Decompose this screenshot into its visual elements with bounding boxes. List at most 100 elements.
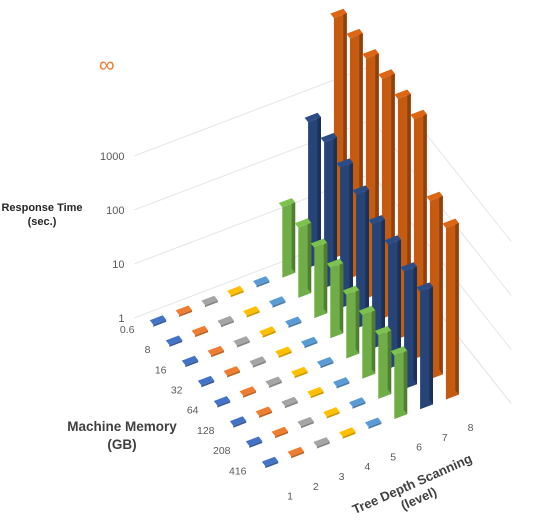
memory-tick-label: 32: [171, 384, 183, 396]
bar-top: [197, 375, 215, 386]
bar-level-5-mem-0.6: [253, 276, 270, 288]
bar-front: [185, 360, 199, 368]
bar-top: [384, 235, 401, 245]
bar-side: [455, 218, 459, 395]
bar-top: [416, 282, 433, 292]
bar-top: [358, 305, 376, 316]
bar-level-4-mem-64: [291, 366, 308, 379]
bar-front: [268, 381, 282, 388]
bar-level-4-mem-0.6: [227, 285, 244, 298]
bar-front: [336, 381, 350, 389]
bar-level-2-mem-8: [191, 325, 208, 338]
bar-top: [352, 185, 369, 195]
bar-level-6-mem-0.6: [278, 198, 296, 278]
bar-level-7-mem-64: [368, 215, 385, 349]
bar-level-6-mem-416: [390, 346, 408, 420]
z-axis-title-line1: Response Time: [1, 202, 82, 214]
bar-top: [271, 426, 288, 437]
bar-level-1-mem-128: [229, 416, 247, 428]
bar-level-2-mem-64: [239, 386, 256, 398]
bar-top: [362, 49, 379, 59]
bar-level-3-mem-16: [233, 336, 250, 348]
bar-side: [349, 158, 353, 304]
bar-level-1-mem-416: [261, 456, 279, 469]
bar-front: [265, 461, 279, 469]
bar-level-3-mem-32: [249, 356, 266, 368]
bar-side: [381, 215, 385, 344]
bar-side: [365, 185, 369, 324]
level-tick-label: 5: [390, 451, 396, 463]
bar-top: [326, 258, 344, 268]
level-tick-label: 1: [287, 491, 293, 503]
memory-tick-label: 0.6: [120, 324, 135, 336]
bar-top: [294, 218, 312, 228]
bar-level-2-mem-16: [207, 345, 224, 358]
bar-top: [442, 218, 459, 228]
bar-level-1-mem-32: [197, 375, 215, 388]
bar-level-3-mem-64: [265, 376, 282, 388]
bar-top: [175, 305, 192, 315]
bar-top: [426, 191, 443, 201]
bar-level-6-mem-16: [310, 238, 328, 319]
bar-top: [265, 376, 282, 386]
bar-side: [413, 262, 417, 385]
bar-level-5-mem-64: [317, 356, 334, 369]
bar-top: [346, 28, 363, 39]
bar-side: [429, 282, 433, 405]
bar-top: [336, 158, 353, 168]
bar-top: [245, 436, 263, 446]
gridline: [134, 65, 512, 242]
bar-level-2-mem-32: [223, 366, 240, 378]
bar-top: [374, 326, 392, 336]
bar-top: [233, 336, 250, 346]
bar-top: [207, 345, 224, 356]
bar-front: [284, 401, 298, 409]
bar-level-5-mem-16: [285, 316, 302, 328]
bar-top: [191, 325, 208, 336]
bar-level-1-mem-64: [213, 396, 231, 408]
bar-front: [272, 300, 286, 308]
bar-level-3-mem-8: [217, 315, 234, 328]
z-tick-label: 1: [118, 313, 124, 325]
bar-top: [304, 112, 321, 123]
bar-front: [326, 411, 340, 419]
bar-side: [439, 191, 443, 375]
bar-top: [394, 89, 411, 99]
bar-front: [256, 280, 270, 288]
bar-level-4-mem-8: [243, 306, 260, 318]
bar-side: [317, 112, 321, 263]
memory-tick-label: 208: [213, 445, 231, 457]
bar-level-3-mem-416: [313, 437, 330, 449]
bar-level-2-mem-208: [271, 426, 288, 439]
bar-top: [291, 366, 308, 377]
bar-top: [239, 386, 256, 396]
bar-front: [368, 422, 382, 429]
bar-level-6-mem-32: [326, 258, 344, 339]
bar-level-3-mem-208: [297, 416, 314, 429]
bar-front: [288, 321, 302, 328]
bar-front: [310, 391, 324, 399]
bar-side: [339, 258, 344, 334]
bar-top: [320, 133, 337, 143]
bar-top: [281, 396, 298, 407]
bar-side: [291, 198, 296, 273]
bar-top: [307, 386, 324, 397]
bar-top: [310, 238, 328, 248]
memory-tick-label: 16: [155, 364, 167, 376]
bar-front: [275, 431, 288, 439]
bar-top: [339, 427, 356, 437]
bar-top: [297, 416, 314, 427]
bar-level-4-mem-32: [275, 346, 292, 358]
bar-level-5-mem-8: [269, 296, 286, 308]
memory-tick-label: 8: [145, 344, 151, 356]
bar-level-7-mem-208: [400, 262, 417, 390]
bar-level-1-mem-8: [165, 335, 183, 347]
bar-top: [330, 8, 347, 19]
bar-top: [342, 285, 360, 295]
bar-level-7-mem-0.6: [304, 112, 321, 268]
bar-front: [352, 401, 366, 409]
bar-front: [342, 431, 356, 439]
memory-tick-label: 128: [197, 425, 215, 437]
bar-top: [269, 296, 286, 306]
